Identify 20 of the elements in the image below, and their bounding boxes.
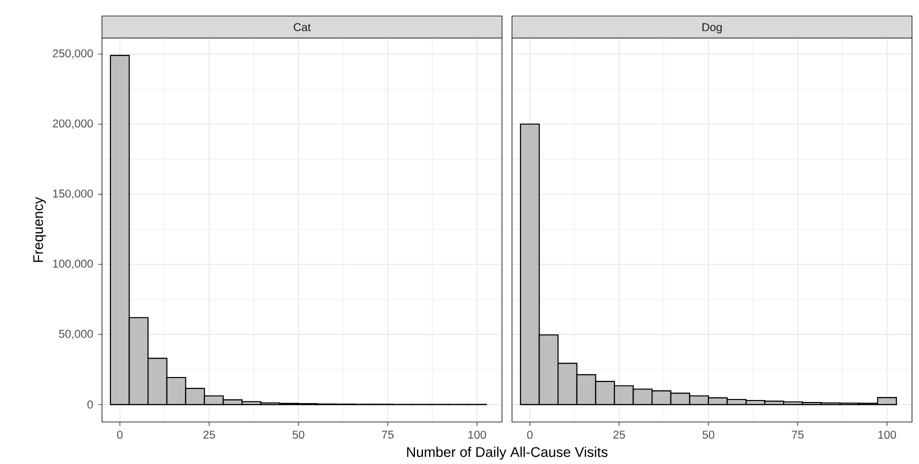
chart-title: Dog xyxy=(702,23,722,34)
y-tick-label: 0 xyxy=(87,400,93,409)
x-tick-label: 0 xyxy=(117,430,123,439)
y-tick-label: 200,000 xyxy=(52,119,93,129)
y-tick-label: 150,000 xyxy=(53,190,93,199)
y-tick-label: 50,000 xyxy=(59,330,93,340)
y-tick-label: 100,000 xyxy=(53,260,93,270)
x-tick-label: 50 xyxy=(292,430,304,439)
y-tick-label: 250,000 xyxy=(52,49,93,59)
x-axis-title: Number of Daily All-Cause Visits xyxy=(407,446,608,460)
x-tick-label: 100 xyxy=(878,430,896,439)
chart-title: Cat xyxy=(294,23,311,32)
y-axis-title: Frequency xyxy=(33,196,46,262)
x-tick-label: 75 xyxy=(792,430,804,439)
x-tick-label: 25 xyxy=(613,430,625,439)
x-tick-label: 25 xyxy=(203,430,215,439)
x-tick-label: 0 xyxy=(527,430,533,439)
x-tick-label: 75 xyxy=(382,430,394,439)
x-tick-label: 100 xyxy=(468,430,486,439)
x-tick-label: 50 xyxy=(702,430,714,439)
